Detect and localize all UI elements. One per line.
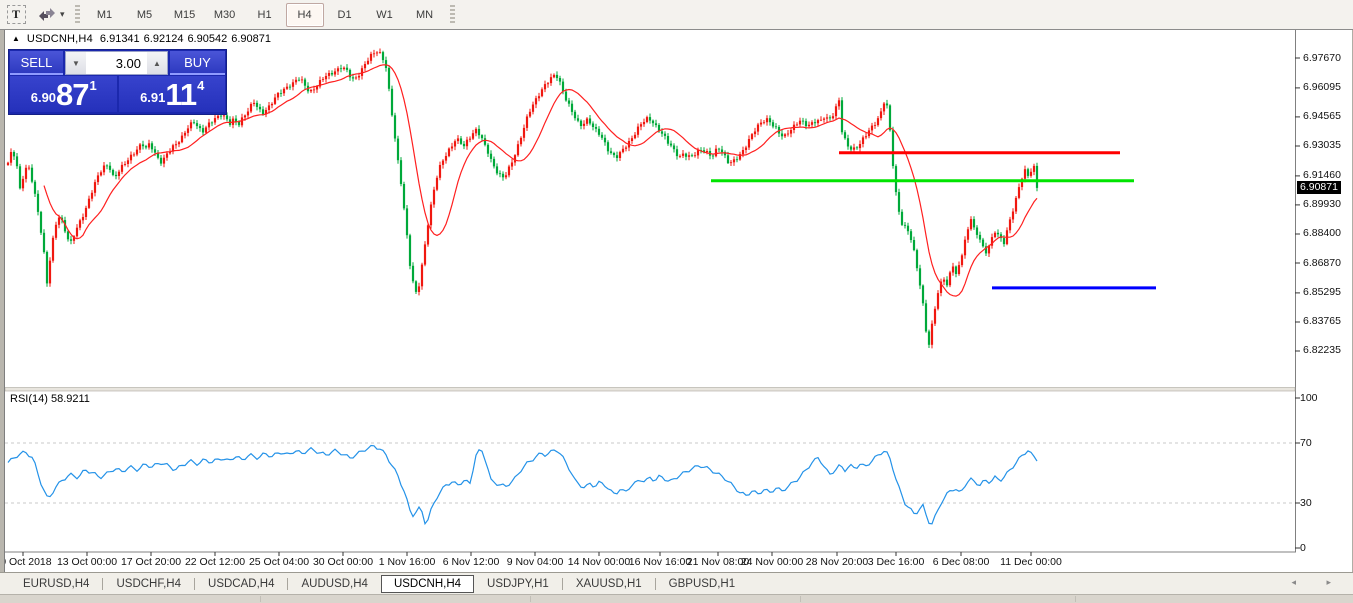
buy-quote-button[interactable]: 6.91 11 4 bbox=[118, 76, 225, 112]
time-axis-label: 14 Nov 00:00 bbox=[567, 556, 631, 568]
timeframe-button-w1[interactable]: W1 bbox=[376, 8, 393, 21]
rsi-axis-label: 30 bbox=[1300, 496, 1312, 509]
sell-price-sup: 1 bbox=[89, 78, 97, 93]
timeframe-button-group: M1 M5 M15 M30 H1 H4 D1 W1 MN bbox=[85, 2, 445, 27]
symbol-period-label: USDCNH,H4 bbox=[26, 33, 93, 45]
volume-decrease-button[interactable]: ▼ bbox=[66, 52, 86, 74]
time-axis-label: 17 Oct 20:00 bbox=[120, 556, 182, 568]
price-axis-label: 6.96095 bbox=[1303, 81, 1341, 94]
time-axis-label: 6 Dec 08:00 bbox=[932, 556, 990, 568]
tab-usdchf-h4[interactable]: USDCHF,H4 bbox=[116, 577, 182, 590]
rsi-axis-label: 100 bbox=[1300, 391, 1318, 404]
buy-button[interactable]: BUY bbox=[170, 51, 225, 75]
rsi-axis-label: 70 bbox=[1300, 436, 1312, 449]
tab-xauusd-h1[interactable]: XAUUSD,H1 bbox=[575, 577, 642, 590]
objects-arrows-button[interactable]: ▾ bbox=[33, 3, 69, 27]
time-axis-label: 13 Oct 00:00 bbox=[56, 556, 118, 568]
sell-quote-button[interactable]: 6.90 87 1 bbox=[10, 76, 117, 112]
time-axis-label: 11 Dec 00:00 bbox=[1000, 556, 1062, 568]
timeframe-button-m30[interactable]: M30 bbox=[213, 8, 236, 21]
price-axis-label: 6.91460 bbox=[1303, 169, 1341, 182]
low-value: 6.90542 bbox=[187, 33, 228, 45]
rsi-axis-label: 0 bbox=[1300, 541, 1306, 554]
tab-usdcad-h4[interactable]: USDCAD,H4 bbox=[208, 577, 275, 590]
timeframe-button-d1[interactable]: D1 bbox=[337, 8, 352, 21]
toolbar-separator bbox=[74, 4, 80, 25]
one-click-trading-panel: SELL ▼ 3.00 ▲ BUY 6.90 87 1 6.91 11 4 bbox=[8, 49, 227, 115]
rsi-series bbox=[5, 442, 1295, 526]
price-axis-label: 6.89930 bbox=[1303, 198, 1341, 211]
time-axis-label: 25 Oct 04:00 bbox=[248, 556, 310, 568]
time-axis-label: 30 Oct 00:00 bbox=[312, 556, 374, 568]
tab-usdjpy-h1[interactable]: USDJPY,H1 bbox=[487, 577, 549, 590]
chevron-down-icon: ▾ bbox=[60, 9, 65, 19]
tab-separator bbox=[194, 577, 196, 590]
timeframe-button-h4[interactable]: H4 bbox=[285, 2, 324, 27]
collapse-triangle-icon[interactable]: ▲ bbox=[12, 33, 20, 43]
volume-increase-button[interactable]: ▲ bbox=[147, 52, 167, 74]
volume-value[interactable]: 3.00 bbox=[115, 55, 141, 71]
time-axis-label: 10 Oct 2018 bbox=[0, 556, 52, 568]
buy-price-sup: 4 bbox=[197, 78, 205, 93]
candlestick-series bbox=[6, 48, 1156, 349]
price-axis-label: 6.97670 bbox=[1303, 51, 1341, 64]
current-price-tag: 6.90871 bbox=[1297, 180, 1341, 194]
price-axis-label: 6.93035 bbox=[1303, 139, 1341, 152]
tab-usdcnh-h4[interactable]: USDCNH,H4 bbox=[380, 574, 475, 593]
chart-title: ▲ USDCNH,H4 6.91341 6.92124 6.90542 6.90… bbox=[12, 33, 271, 45]
price-axis-label: 6.94565 bbox=[1303, 110, 1341, 123]
top-toolbar: T ▾ M1 M5 M15 M30 H1 H4 D1 W1 MN bbox=[0, 0, 1353, 30]
high-value: 6.92124 bbox=[143, 33, 184, 45]
window-left-border bbox=[0, 29, 5, 594]
price-axis-label: 6.86870 bbox=[1303, 256, 1341, 269]
buy-price-big: 11 bbox=[165, 77, 197, 112]
chart-canvas[interactable] bbox=[4, 29, 1353, 572]
text-label-tool-button[interactable]: T bbox=[1, 3, 31, 27]
timeframe-button-m15[interactable]: M15 bbox=[173, 8, 196, 21]
text-tool-icon: T bbox=[6, 5, 26, 24]
tab-gbpusd-h1[interactable]: GBPUSD,H1 bbox=[668, 577, 736, 590]
tab-audusd-h4[interactable]: AUDUSD,H4 bbox=[301, 577, 368, 590]
close-value: 6.90871 bbox=[231, 33, 271, 45]
time-axis-label: 24 Nov 00:00 bbox=[740, 556, 804, 568]
bottom-status-strip bbox=[0, 594, 1353, 603]
price-axis-label: 6.88400 bbox=[1303, 227, 1341, 240]
time-axis-label: 3 Dec 16:00 bbox=[867, 556, 925, 568]
toolbar-separator bbox=[449, 4, 455, 25]
open-value: 6.91341 bbox=[99, 33, 140, 45]
timeframe-button-h1[interactable]: H1 bbox=[257, 8, 272, 21]
timeframe-button-mn[interactable]: MN bbox=[415, 8, 434, 21]
symbol-tabs: EURUSD,H4 USDCHF,H4 USDCAD,H4 AUDUSD,H4 USDC… bbox=[10, 574, 748, 593]
rsi-indicator-label: RSI(14) 58.9211 bbox=[10, 393, 90, 405]
tab-scroll-arrows[interactable]: ◂ ▸ bbox=[1291, 577, 1345, 587]
price-axis-label: 6.82235 bbox=[1303, 344, 1341, 357]
volume-spinner: ▼ 3.00 ▲ bbox=[65, 51, 168, 75]
timeframe-button-m1[interactable]: M1 bbox=[96, 8, 113, 21]
time-axis-label: 28 Nov 20:00 bbox=[805, 556, 869, 568]
swap-arrows-icon bbox=[39, 7, 55, 21]
time-axis-label: 22 Oct 12:00 bbox=[184, 556, 246, 568]
sell-price-small: 6.90 bbox=[30, 90, 57, 105]
buy-price-small: 6.91 bbox=[140, 90, 166, 105]
tab-separator bbox=[561, 577, 563, 590]
price-axis-label: 6.85295 bbox=[1303, 286, 1341, 299]
symbol-tab-bar: EURUSD,H4 USDCHF,H4 USDCAD,H4 AUDUSD,H4 USDC… bbox=[0, 572, 1353, 594]
sell-price-big: 87 bbox=[56, 77, 89, 112]
time-axis-label: 21 Nov 08:00 bbox=[686, 556, 750, 568]
time-axis-label: 9 Nov 04:00 bbox=[506, 556, 564, 568]
timeframe-button-m5[interactable]: M5 bbox=[136, 8, 153, 21]
tab-separator bbox=[102, 577, 104, 590]
tab-separator bbox=[287, 577, 289, 590]
tab-eurusd-h4[interactable]: EURUSD,H4 bbox=[23, 577, 90, 590]
time-axis-label: 16 Nov 16:00 bbox=[628, 556, 692, 568]
time-axis-label: 6 Nov 12:00 bbox=[442, 556, 500, 568]
price-axis-label: 6.83765 bbox=[1303, 315, 1341, 328]
tab-separator bbox=[654, 577, 656, 590]
sell-button[interactable]: SELL bbox=[10, 51, 63, 75]
time-axis-label: 1 Nov 16:00 bbox=[378, 556, 436, 568]
